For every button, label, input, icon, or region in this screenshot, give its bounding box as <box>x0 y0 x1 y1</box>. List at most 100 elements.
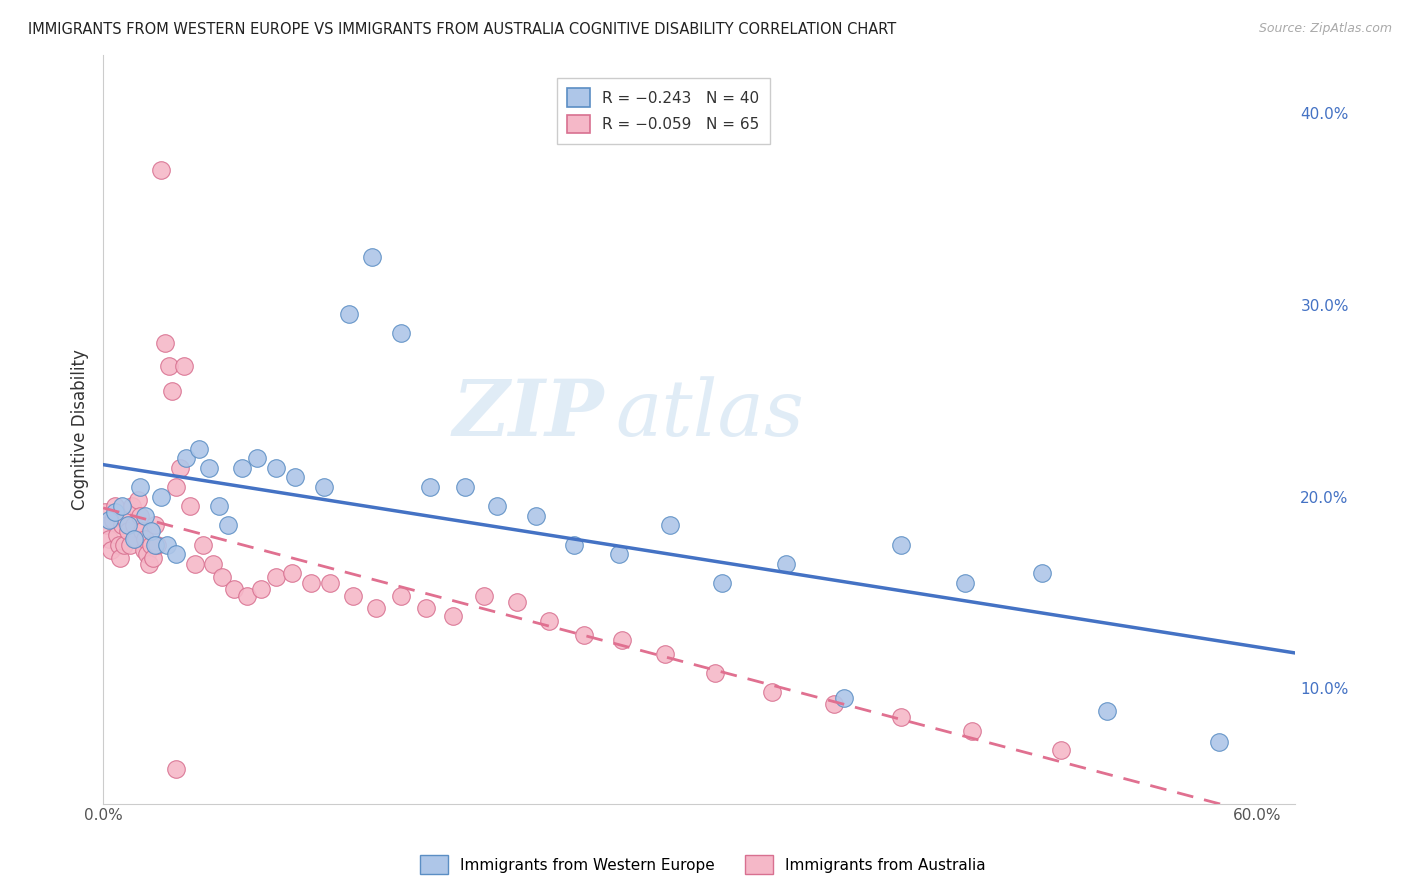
Point <box>1208 735 1230 749</box>
Point <box>136 547 159 561</box>
Point <box>659 518 682 533</box>
Point <box>169 460 191 475</box>
Point <box>104 499 127 513</box>
Point <box>217 518 239 533</box>
Point <box>165 547 187 561</box>
Point <box>775 557 797 571</box>
Text: atlas: atlas <box>616 376 804 452</box>
Point <box>832 691 855 706</box>
Point <box>122 532 145 546</box>
Point <box>711 575 734 590</box>
Point <box>165 480 187 494</box>
Text: Source: ZipAtlas.com: Source: ZipAtlas.com <box>1258 22 1392 36</box>
Point <box>132 543 155 558</box>
Point <box>97 512 120 526</box>
Point <box>222 582 245 596</box>
Point <box>128 480 150 494</box>
Point <box>389 590 412 604</box>
Point <box>149 163 172 178</box>
Point <box>319 575 342 590</box>
Point <box>122 518 145 533</box>
Point <box>612 633 634 648</box>
Point <box>703 666 725 681</box>
Point <box>112 537 135 551</box>
Point <box>143 518 166 533</box>
Point <box>125 532 148 546</box>
Point <box>607 547 630 561</box>
Point <box>366 600 388 615</box>
Point <box>143 537 166 551</box>
Point <box>953 575 976 590</box>
Point <box>97 532 120 546</box>
Point <box>191 537 214 551</box>
Text: ZIP: ZIP <box>453 376 605 452</box>
Point <box>823 697 845 711</box>
Point <box>134 508 156 523</box>
Point <box>110 551 132 566</box>
Point <box>149 490 172 504</box>
Point <box>231 460 253 475</box>
Point <box>441 608 464 623</box>
Text: IMMIGRANTS FROM WESTERN EUROPE VS IMMIGRANTS FROM AUSTRALIA COGNITIVE DISABILITY: IMMIGRANTS FROM WESTERN EUROPE VS IMMIGR… <box>28 22 897 37</box>
Point <box>246 451 269 466</box>
Point <box>100 543 122 558</box>
Point <box>524 508 547 523</box>
Point <box>361 250 384 264</box>
Point <box>101 512 124 526</box>
Point <box>962 723 984 738</box>
Point <box>179 499 201 513</box>
Point <box>127 493 149 508</box>
Point <box>94 505 117 519</box>
Point <box>107 537 129 551</box>
Point <box>131 524 153 538</box>
Point <box>115 512 138 526</box>
Point <box>146 537 169 551</box>
Point <box>472 590 495 604</box>
Point <box>162 384 184 398</box>
Point <box>415 600 437 615</box>
Point <box>155 537 177 551</box>
Point <box>505 595 527 609</box>
Point <box>128 508 150 523</box>
Point <box>111 518 134 533</box>
Y-axis label: Cognitive Disability: Cognitive Disability <box>72 349 89 510</box>
Point <box>280 566 302 581</box>
Point <box>1095 705 1118 719</box>
Point <box>173 359 195 373</box>
Point <box>165 762 187 776</box>
Point <box>337 307 360 321</box>
Point <box>211 570 233 584</box>
Point <box>264 570 287 584</box>
Point <box>761 685 783 699</box>
Point <box>141 537 163 551</box>
Point <box>153 336 176 351</box>
Point <box>264 460 287 475</box>
Point <box>1050 743 1073 757</box>
Legend: Immigrants from Western Europe, Immigrants from Australia: Immigrants from Western Europe, Immigran… <box>415 849 991 880</box>
Point <box>562 537 585 551</box>
Point <box>104 505 127 519</box>
Point <box>157 359 180 373</box>
Point <box>201 557 224 571</box>
Point <box>198 460 221 475</box>
Point <box>117 524 139 538</box>
Point <box>188 442 211 456</box>
Point <box>121 499 143 513</box>
Point <box>138 557 160 571</box>
Point <box>96 518 118 533</box>
Point <box>453 480 475 494</box>
Point <box>141 524 163 538</box>
Point <box>118 537 141 551</box>
Point <box>890 710 912 724</box>
Point <box>236 590 259 604</box>
Point <box>419 480 441 494</box>
Point <box>1031 566 1053 581</box>
Point <box>299 575 322 590</box>
Point <box>111 499 134 513</box>
Point <box>890 537 912 551</box>
Point <box>654 647 676 661</box>
Point <box>134 532 156 546</box>
Point <box>314 480 336 494</box>
Point <box>184 557 207 571</box>
Point <box>105 528 128 542</box>
